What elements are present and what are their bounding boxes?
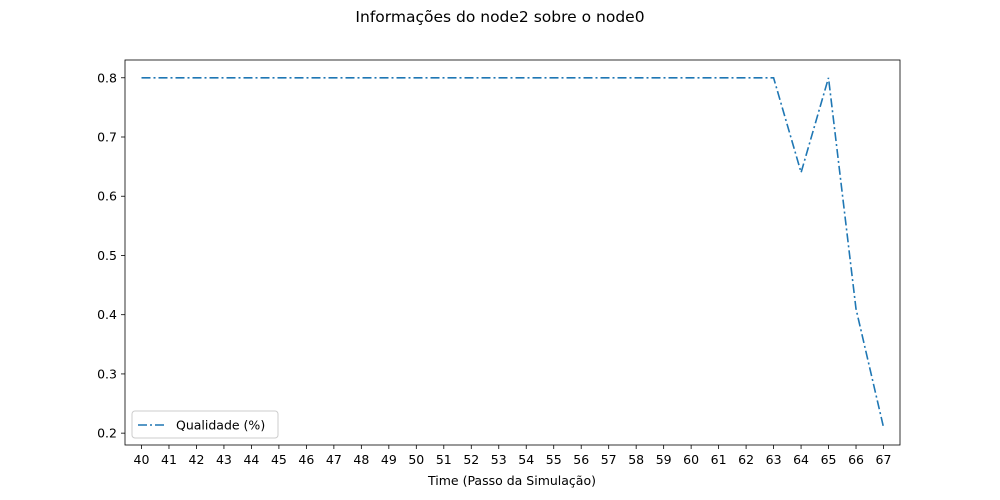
y-tick-label: 0.8 <box>97 70 117 85</box>
x-tick-label: 44 <box>243 452 259 467</box>
x-tick-label: 47 <box>326 452 342 467</box>
x-tick-label: 56 <box>573 452 589 467</box>
x-tick-label: 65 <box>821 452 837 467</box>
legend: Qualidade (%) <box>131 410 279 439</box>
legend-label: Qualidade (%) <box>176 418 265 433</box>
y-axis: 0.2 0.3 0.4 0.5 0.6 0.7 0.8 <box>97 70 125 441</box>
x-tick-label: 64 <box>793 452 809 467</box>
x-tick-label: 41 <box>161 452 177 467</box>
x-tick-label: 54 <box>518 452 534 467</box>
x-tick-label: 61 <box>711 452 727 467</box>
x-tick-label: 53 <box>491 452 507 467</box>
x-axis: 40 41 42 43 44 45 46 47 48 49 50 51 52 53 54 55 56 57 58 59… <box>134 445 892 467</box>
x-tick-label: 48 <box>353 452 369 467</box>
x-tick-label: 58 <box>628 452 644 467</box>
x-tick-label: 42 <box>189 452 205 467</box>
x-tick-label: 59 <box>656 452 672 467</box>
x-axis-label: Time (Passo da Simulação) <box>427 473 596 488</box>
x-tick-label: 49 <box>381 452 397 467</box>
y-tick-label: 0.2 <box>97 426 117 441</box>
x-tick-label: 51 <box>436 452 452 467</box>
x-tick-label: 46 <box>298 452 314 467</box>
legend-frame <box>131 410 279 439</box>
chart-title: Informações do node2 sobre o node0 <box>355 8 645 26</box>
plot-area <box>124 59 901 446</box>
x-tick-label: 66 <box>848 452 864 467</box>
x-tick-label: 40 <box>134 452 150 467</box>
y-tick-label: 0.3 <box>97 366 117 381</box>
y-tick-label: 0.5 <box>97 248 117 263</box>
series-line-qualidade <box>141 77 885 428</box>
x-tick-label: 43 <box>216 452 232 467</box>
plot-frame <box>124 59 901 446</box>
x-tick-label: 55 <box>546 452 562 467</box>
x-tick-label: 45 <box>271 452 287 467</box>
x-tick-label: 50 <box>408 452 424 467</box>
x-tick-label: 60 <box>683 452 699 467</box>
x-tick-label: 63 <box>766 452 782 467</box>
x-tick-label: 57 <box>601 452 617 467</box>
x-tick-label: 52 <box>463 452 479 467</box>
y-tick-label: 0.7 <box>97 130 117 145</box>
x-tick-label: 67 <box>876 452 892 467</box>
x-tick-label: 62 <box>738 452 754 467</box>
y-tick-label: 0.4 <box>97 307 117 322</box>
y-tick-label: 0.6 <box>97 189 117 204</box>
